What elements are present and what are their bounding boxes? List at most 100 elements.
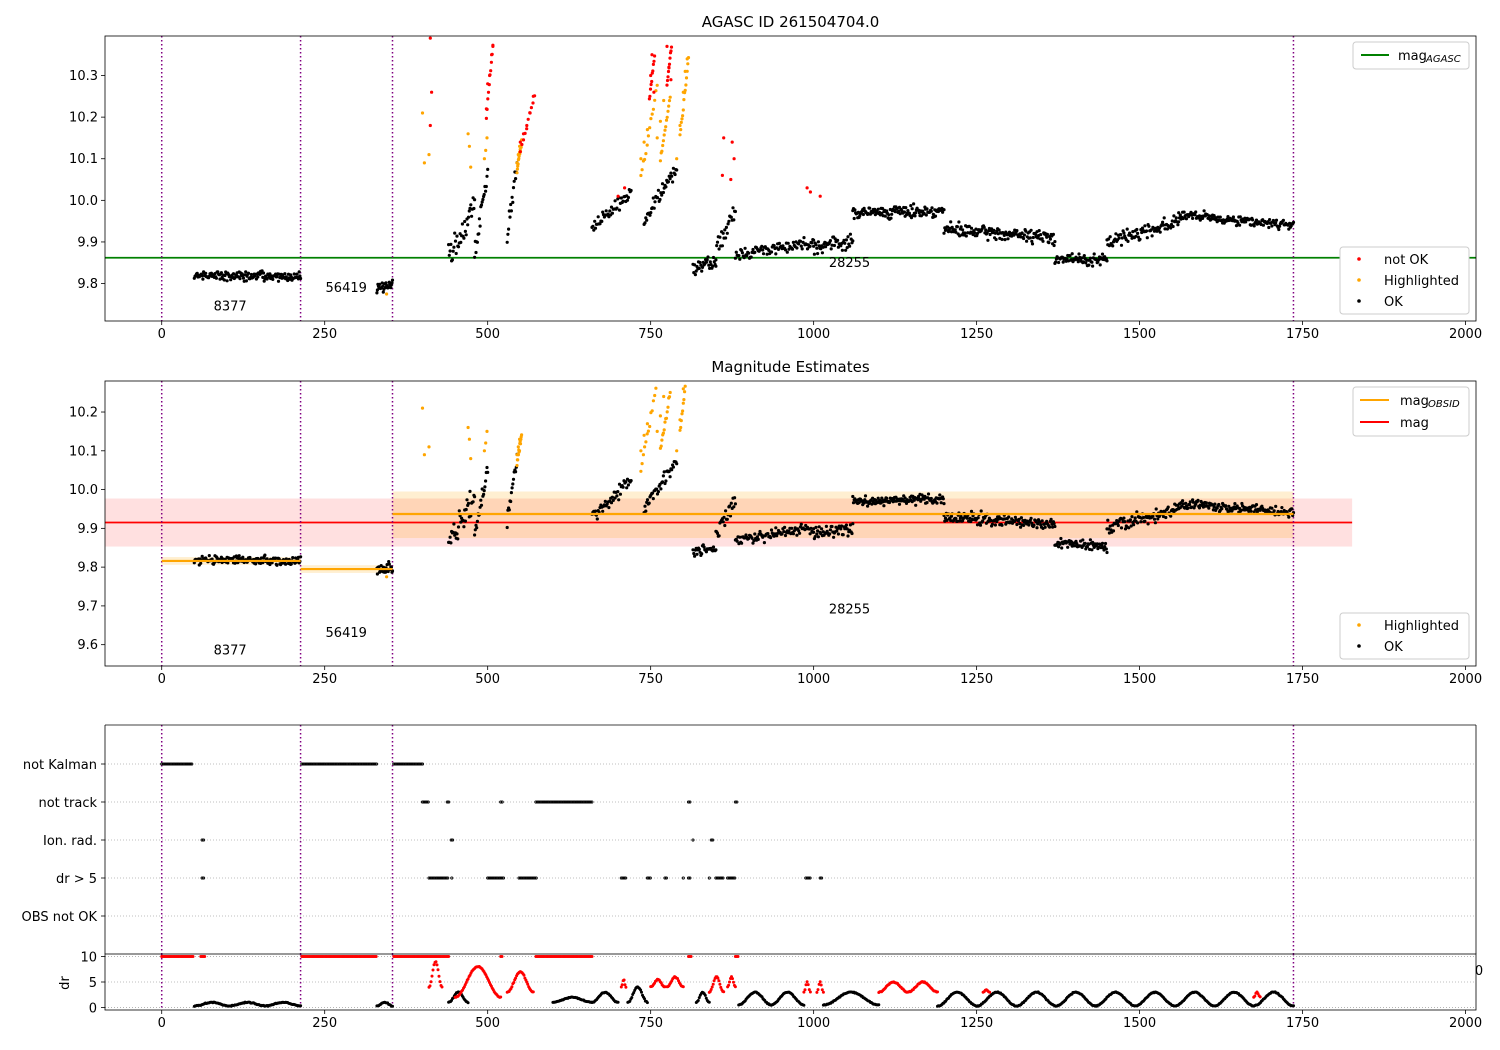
y-tick-label: 9.8 [77,277,98,292]
dr-point-bad [936,990,939,994]
dr-point-bad [718,982,722,986]
not-ok-point [430,90,434,94]
ok-point [1196,498,1200,502]
ok-point [486,167,490,171]
ok-point [1041,239,1045,243]
highlighted-point [466,132,470,136]
panel-title: AGASC ID 261504704.0 [702,13,880,31]
ok-point [468,489,472,493]
ok-point [1052,243,1056,248]
ok-point [851,494,855,499]
ok-point [475,519,479,524]
ok-point [1051,232,1055,236]
flag-marker [564,800,568,804]
highlighted-point [684,76,689,80]
ok-point [1090,548,1094,552]
ok-point [1108,235,1112,239]
flag-marker [721,876,725,880]
ok-point [225,279,229,283]
highlighted-point [517,157,521,161]
ok-point [1107,237,1111,241]
ok-point [675,168,679,172]
ok-point [738,535,742,539]
ok-point [740,541,744,545]
x-tick-label: 2000 [1449,1016,1482,1031]
highlighted-point [420,406,425,410]
ok-point [454,251,458,256]
ok-point [593,226,598,230]
x-tick-label: 750 [638,672,663,687]
ok-point [851,501,856,505]
flag-marker [178,762,182,766]
ok-point [1126,239,1130,243]
ok-point [914,503,918,507]
highlighted-point [645,143,649,147]
dr-point-bad [733,985,737,989]
ok-point [1022,233,1026,237]
ok-point [611,498,615,502]
flag-marker [444,876,448,880]
dr-panel: 0 5 10 dr 0 250 500 750 1000 1250 1500 1750 2000 0 [58,951,1483,1031]
ok-point [802,236,806,240]
ok-point [1036,522,1040,526]
ok-point [1019,516,1024,520]
ok-point [1031,235,1035,240]
ok-point [1098,263,1102,267]
ok-point [846,534,850,538]
legend-marker [1357,278,1361,282]
ok-point [1261,223,1265,227]
ok-point [256,275,260,279]
flag-marker [200,838,204,842]
flag-marker [306,762,310,766]
flag-marker [393,762,397,766]
highlighted-point [515,171,519,175]
ok-point [378,282,382,286]
ok-point [201,277,205,281]
x-tick-label: 1500 [1123,327,1156,342]
not-ok-point [666,69,671,74]
highlighted-point [484,441,488,445]
x-tick-label: 750 [638,1016,663,1031]
flag-marker [493,876,497,880]
flag-marker [497,876,501,880]
y-tick-label: 10.0 [69,483,98,498]
x-tick-label: 1750 [1286,672,1319,687]
ok-point [949,220,953,224]
not-ok-point [650,79,654,84]
not-ok-point [486,90,491,94]
dr-point-clipped [374,955,378,958]
ok-point [284,562,288,566]
flag-marker [561,800,565,804]
ok-point [1030,521,1034,525]
highlighted-point [427,445,431,449]
ok-point [851,522,855,526]
ok-point [1105,259,1109,263]
ok-point [878,498,882,503]
ok-point [629,188,633,193]
ok-point [1040,237,1044,241]
not-ok-point [486,97,490,101]
flag-marker [373,762,377,766]
ok-point [453,239,458,243]
dr-point-ok [640,990,643,994]
flag-marker [399,762,403,766]
ok-point [659,487,663,491]
ok-point [817,525,821,529]
flag-marker [584,800,588,804]
obsid-label: 8377 [214,300,247,315]
highlighted-point [422,161,426,165]
ok-point [1088,538,1092,542]
ok-point [944,228,948,232]
flag-marker [715,876,719,880]
ok-point [1000,523,1004,527]
legend-label: Highlighted [1384,619,1459,634]
ok-point [783,525,787,530]
flag-marker [542,800,547,804]
flag-marker [490,876,494,880]
dr-point-ok [704,996,708,1000]
ok-point [986,238,990,242]
flag-marker [541,800,545,804]
ok-point [603,499,607,503]
ok-point [836,526,840,531]
dr-point-ok [630,996,634,999]
